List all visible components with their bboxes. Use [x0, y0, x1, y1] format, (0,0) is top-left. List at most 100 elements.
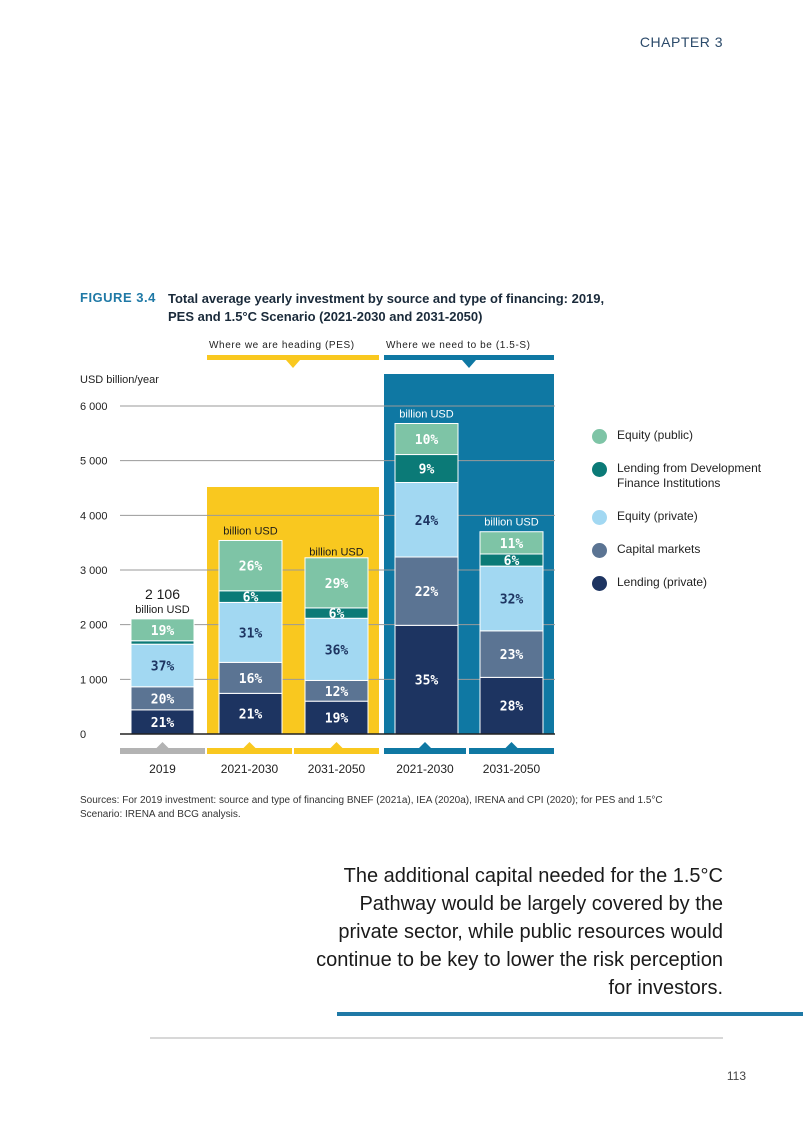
sources-note: Sources: For 2019 investment: source and…	[80, 795, 663, 820]
segment-label: 10%	[415, 433, 439, 448]
bar-segment	[394, 556, 459, 626]
segment-label: 6%	[329, 607, 345, 622]
category-strip-notch	[505, 742, 518, 748]
stacked-bar-chart: USD billion/year Where we are heading (PE…	[80, 340, 555, 776]
segment-label: 32%	[500, 592, 524, 607]
y-tick-label: 6 000	[80, 401, 108, 413]
segment-label: 19%	[325, 712, 349, 727]
bar-segment	[130, 618, 195, 642]
y-tick-label: 3 000	[80, 565, 108, 577]
legend-swatch	[592, 462, 607, 477]
bar-segment	[394, 481, 459, 558]
bar-segment	[130, 640, 195, 645]
bar-unit-label: billion USD	[223, 525, 277, 537]
bar-segment	[479, 531, 544, 555]
scenario-header-bar-1	[207, 355, 379, 360]
category-strip	[294, 748, 379, 754]
category-strip	[120, 748, 205, 754]
y-axis-label: USD billion/year	[80, 374, 159, 386]
x-tick-label: 2019	[149, 762, 176, 776]
callout-quote: The additional capital needed for the 1.…	[316, 865, 723, 999]
bar-segment	[479, 630, 544, 678]
y-tick-label: 0	[80, 729, 86, 741]
legend-swatch	[592, 510, 607, 525]
segment-label: 23%	[500, 648, 524, 663]
legend-swatch	[592, 543, 607, 558]
segment-label: 9%	[419, 463, 435, 478]
bar-segment	[130, 643, 195, 688]
figure-title: Total average yearly investment by sourc…	[168, 291, 605, 324]
legend-label: Capital markets	[617, 542, 701, 556]
x-tick-label: 2031-2050	[308, 762, 366, 776]
legend-label: Equity (public)	[617, 428, 694, 442]
page-divider	[150, 1037, 723, 1039]
segment-label: 6%	[243, 591, 259, 606]
segment-label: 26%	[239, 560, 263, 575]
bar-segment	[218, 539, 283, 592]
segment-label: 37%	[151, 659, 175, 674]
bar-unit-label: billion USD	[484, 517, 538, 529]
category-strip	[384, 748, 466, 754]
segment-label: 29%	[325, 577, 349, 592]
page-number: 113	[726, 1069, 746, 1083]
legend-swatch	[592, 576, 607, 591]
segment-label: 21%	[151, 716, 175, 731]
segment-label: 28%	[500, 700, 524, 715]
legend-label: Equity (private)	[617, 509, 698, 523]
x-tick-label: 2021-2030	[396, 762, 454, 776]
bar-segment	[394, 624, 459, 735]
scenario-header-notch-2	[462, 360, 476, 368]
category-strip-notch	[156, 742, 169, 748]
bar-total-label: 2 106	[145, 586, 180, 602]
scenario-header-notch-1	[286, 360, 300, 368]
segment-label: 16%	[239, 672, 263, 687]
segment-label: 11%	[500, 537, 524, 552]
segment-label: 31%	[239, 626, 263, 641]
legend-swatch	[592, 429, 607, 444]
bar-segment	[218, 692, 283, 735]
scenario-header-label-1: Where we are heading (PES)	[209, 340, 355, 351]
category-strip	[469, 748, 554, 754]
y-tick-label: 5 000	[80, 456, 108, 468]
segment-label: 6%	[504, 554, 520, 569]
bar-segment	[304, 617, 369, 681]
legend-item: Equity (public)	[592, 428, 767, 444]
y-tick-label: 2 000	[80, 620, 108, 632]
scenario-header-bar-2	[384, 355, 554, 360]
bar-segment	[479, 676, 544, 735]
legend-item: Lending (private)	[592, 575, 767, 591]
bar-segment	[479, 565, 544, 632]
figure-label: FIGURE 3.4	[80, 290, 156, 305]
segment-label: 21%	[239, 708, 263, 723]
bar-unit-label: billion USD	[309, 546, 363, 558]
x-tick-label: 2031-2050	[483, 762, 541, 776]
category-strip-notch	[330, 742, 343, 748]
bar-segment	[394, 454, 459, 483]
bar-unit-label: billion USD	[399, 408, 453, 420]
bar-segment	[304, 557, 369, 609]
segment-label: 19%	[151, 624, 175, 639]
bar-segment	[394, 422, 459, 456]
legend-label: Lending from Development Finance Institu…	[617, 461, 762, 490]
segment-label: 12%	[325, 685, 349, 700]
legend-item: Equity (private)	[592, 509, 767, 525]
category-strip	[207, 748, 292, 754]
callout-divider	[337, 1012, 803, 1016]
bar-unit-label: billion USD	[135, 604, 189, 616]
x-tick-label: 2021-2030	[221, 762, 279, 776]
segment-label: 35%	[415, 674, 439, 689]
category-strip-notch	[243, 742, 256, 748]
segment-label: 24%	[415, 514, 439, 529]
segment-label: 22%	[415, 585, 439, 600]
legend-item: Lending from Development Finance Institu…	[592, 461, 767, 491]
chapter-label: CHAPTER 3	[639, 34, 723, 50]
segment-label: 36%	[325, 643, 349, 658]
category-strip-notch	[419, 742, 431, 748]
chart-legend: Equity (public) Lending from Development …	[592, 428, 767, 608]
y-tick-label: 1 000	[80, 674, 108, 686]
legend-item: Capital markets	[592, 542, 767, 558]
y-tick-label: 4 000	[80, 510, 108, 522]
scenario-header-label-2: Where we need to be (1.5-S)	[386, 340, 531, 351]
legend-label: Lending (private)	[617, 575, 708, 589]
bar-segment	[218, 661, 283, 694]
